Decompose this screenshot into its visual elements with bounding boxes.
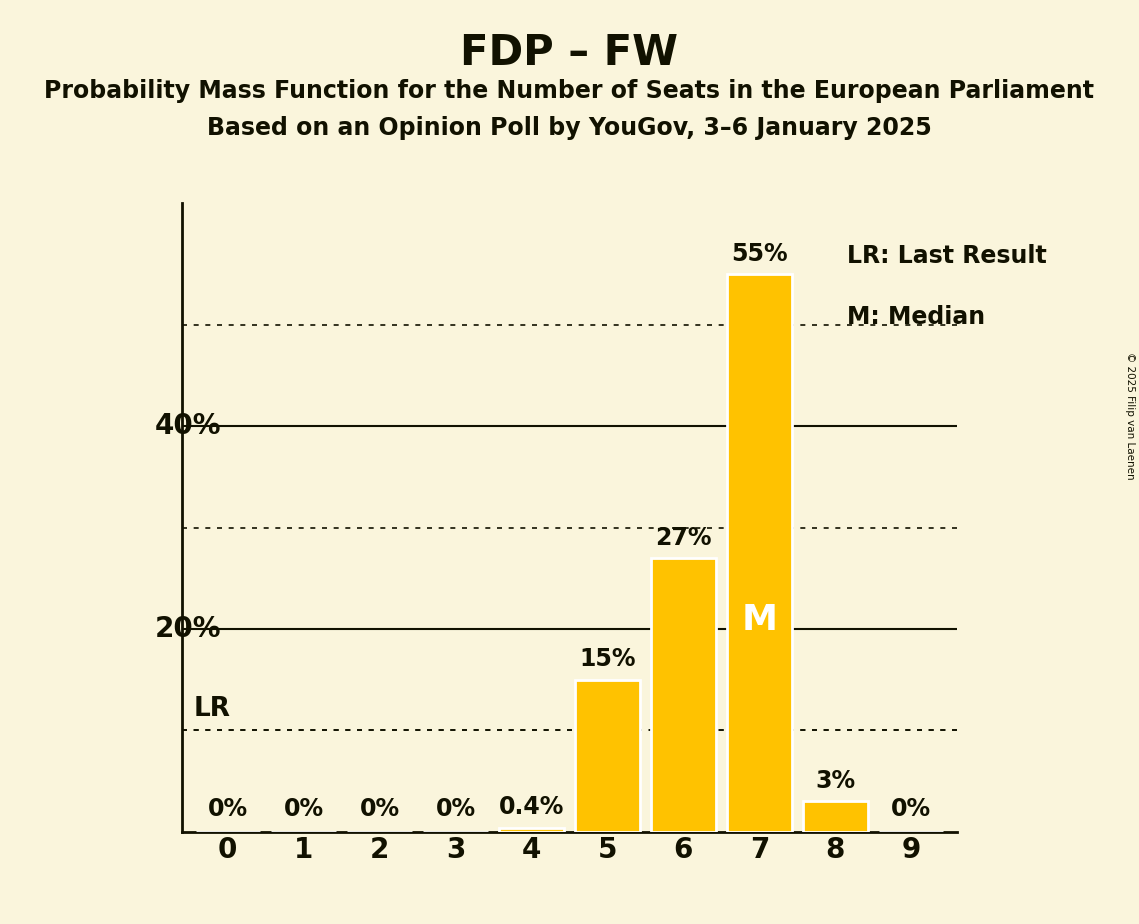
Text: 0%: 0%: [360, 797, 400, 821]
Text: 0%: 0%: [435, 797, 476, 821]
Text: 0.4%: 0.4%: [499, 796, 564, 820]
Text: 55%: 55%: [731, 242, 788, 266]
Text: 20%: 20%: [155, 614, 222, 643]
Bar: [727, 274, 792, 832]
Text: LR: Last Result: LR: Last Result: [846, 244, 1047, 268]
Text: M: Median: M: Median: [846, 305, 985, 329]
Text: 0%: 0%: [284, 797, 323, 821]
Text: 3%: 3%: [816, 769, 855, 793]
Text: © 2025 Filip van Laenen: © 2025 Filip van Laenen: [1125, 352, 1134, 480]
Text: Probability Mass Function for the Number of Seats in the European Parliament: Probability Mass Function for the Number…: [44, 79, 1095, 103]
Text: LR: LR: [194, 696, 230, 723]
Bar: [652, 558, 715, 832]
Text: FDP – FW: FDP – FW: [460, 32, 679, 74]
Bar: [499, 828, 564, 832]
Text: 40%: 40%: [155, 412, 222, 440]
Text: M: M: [741, 602, 777, 637]
Text: 15%: 15%: [580, 648, 636, 672]
Text: 0%: 0%: [207, 797, 248, 821]
Text: 0%: 0%: [891, 797, 932, 821]
Bar: [575, 679, 640, 832]
Text: 27%: 27%: [655, 526, 712, 550]
Bar: [803, 801, 868, 832]
Text: Based on an Opinion Poll by YouGov, 3–6 January 2025: Based on an Opinion Poll by YouGov, 3–6 …: [207, 116, 932, 140]
